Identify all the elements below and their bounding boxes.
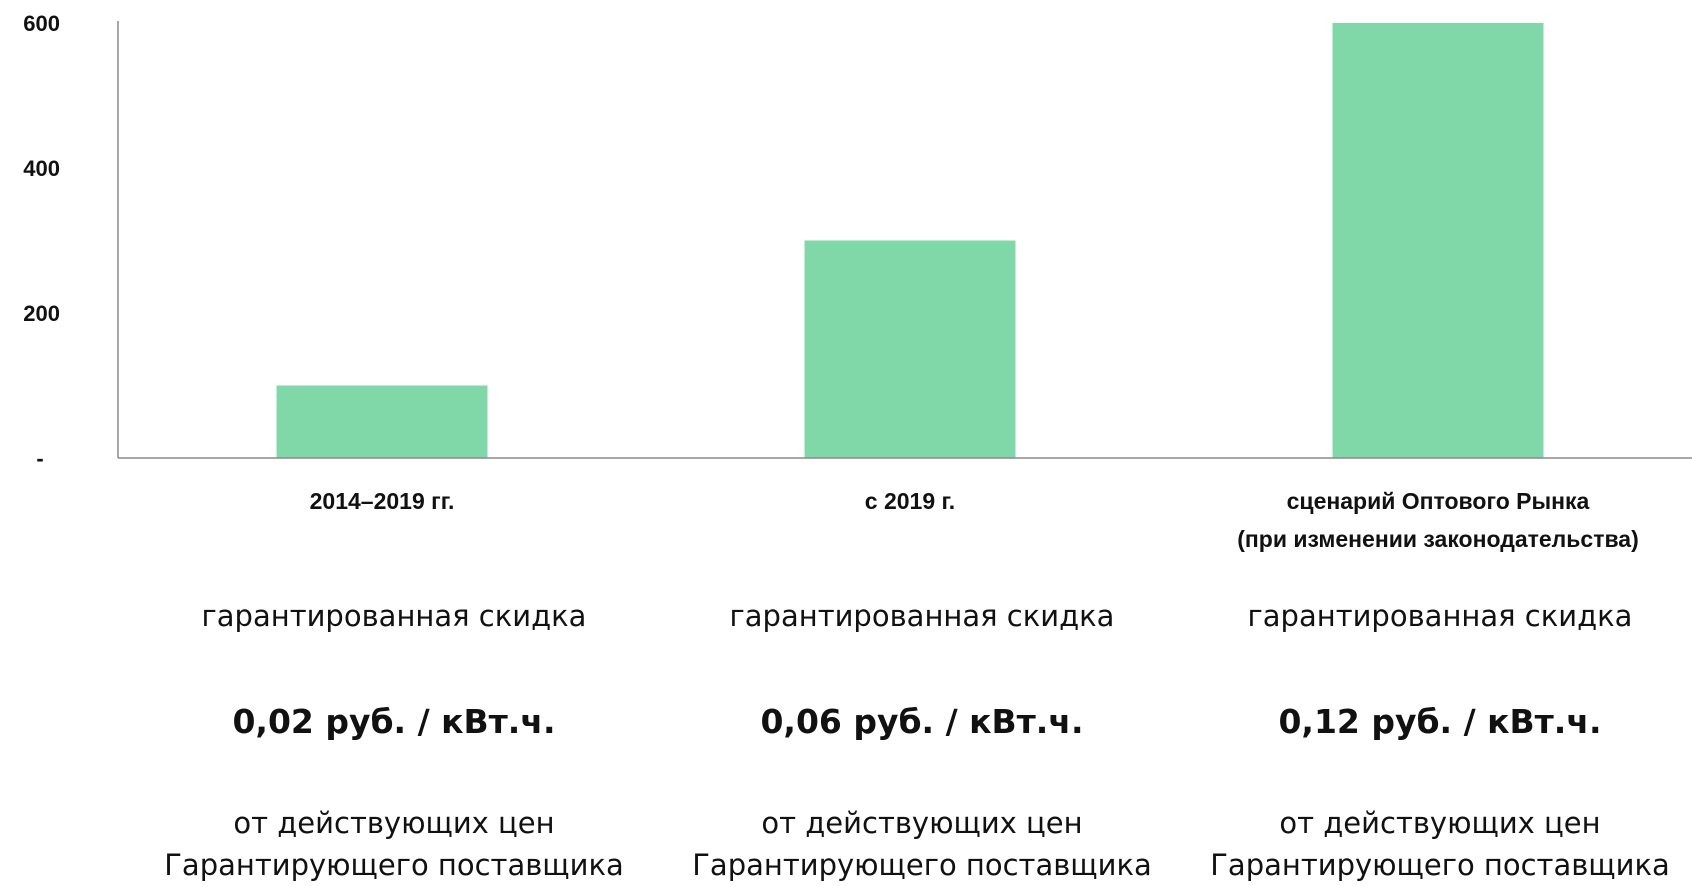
info-column-1: гарантированная скидка 0,02 руб. / кВт.ч… [114,598,674,886]
y-tick-label: 200 [23,301,60,326]
info-note-line1: от действующих цен [233,806,555,840]
x-tick-label: с 2019 г. [865,488,955,514]
info-note-line2: Гарантирующего поставщика [1210,848,1670,882]
info-label: гарантированная скидка [1247,599,1633,633]
info-note: от действующих цен Гарантирующего постав… [114,802,674,886]
info-label: гарантированная скидка [729,599,1115,633]
bar-2 [804,240,1016,458]
info-column-2: гарантированная скидка 0,06 руб. / кВт.ч… [642,598,1202,886]
x-tick-label: сценарий Оптового Рынка [1287,488,1590,514]
y-tick-label: 400 [23,156,60,181]
info-value: 0,02 руб. / кВт.ч. [232,702,556,741]
x-tick-label: 2014–2019 гг. [310,488,455,514]
info-label: гарантированная скидка [201,599,587,633]
y-tick-label: 600 [23,11,60,36]
y-tick-label: - [36,446,43,471]
info-note: от действующих цен Гарантирующего постав… [1160,802,1692,886]
info-note-line2: Гарантирующего поставщика [692,848,1152,882]
info-note-line1: от действующих цен [1279,806,1601,840]
info-column-3: гарантированная скидка 0,12 руб. / кВт.ч… [1160,598,1692,886]
info-note-line1: от действующих цен [761,806,1083,840]
info-note-line2: Гарантирующего поставщика [164,848,624,882]
info-value: 0,06 руб. / кВт.ч. [760,702,1084,741]
info-note: от действующих цен Гарантирующего постав… [642,802,1202,886]
info-value: 0,12 руб. / кВт.ч. [1278,702,1602,741]
bar-1 [276,385,488,458]
bar-chart: - 200 400 600 2014–2019 гг. с 2019 г. сценарий… [23,11,1692,552]
x-tick-label: (при изменении законодательства) [1237,526,1639,552]
bar-3 [1332,23,1544,458]
